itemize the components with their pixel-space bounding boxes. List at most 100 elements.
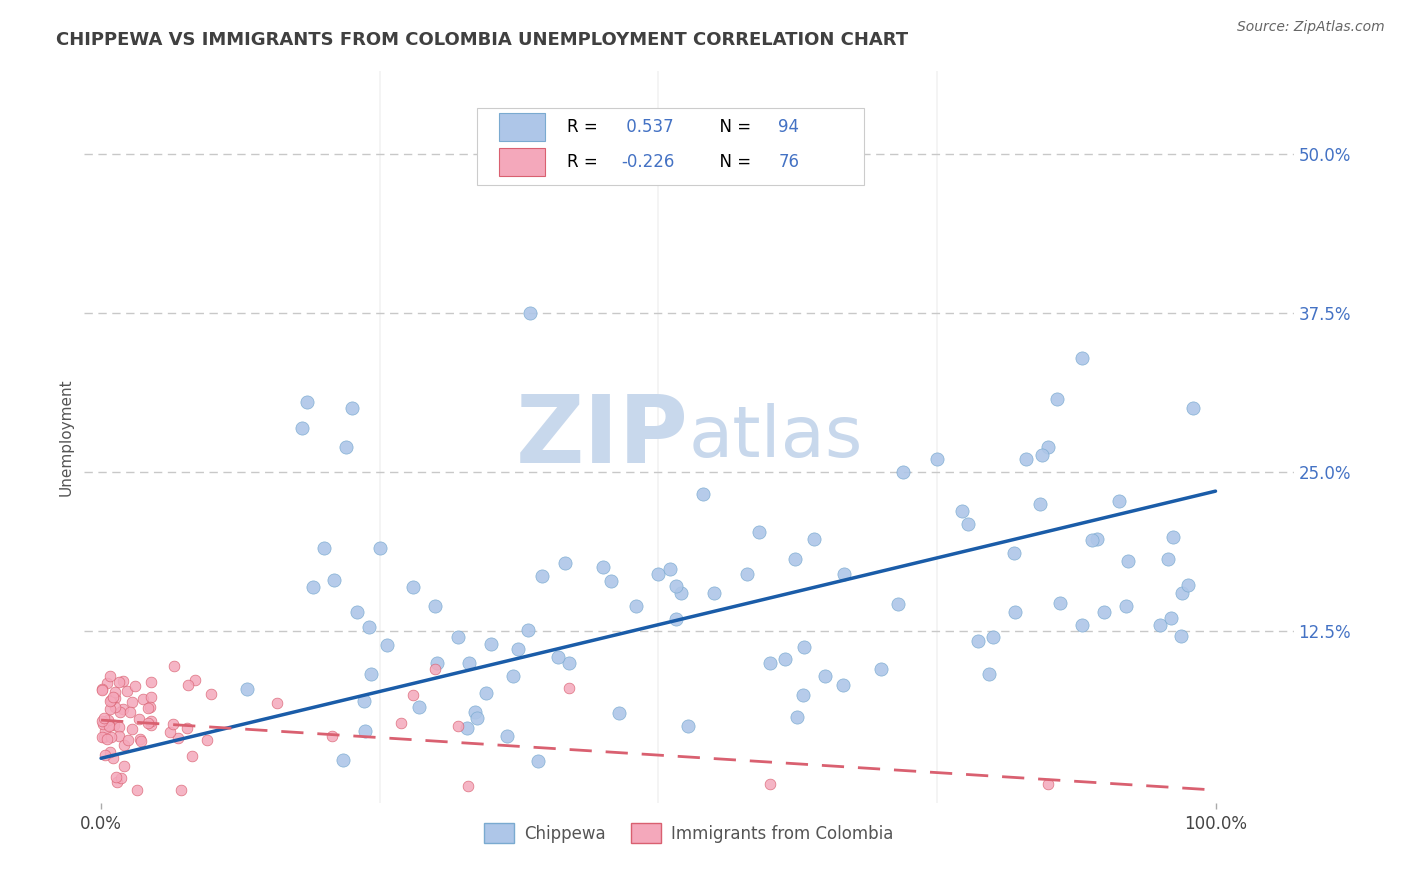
Point	[136, 716, 159, 731]
Point	[447, 719, 470, 733]
Point	[1015, 452, 1038, 467]
Point	[457, 656, 479, 670]
Point	[98, 702, 121, 716]
Point	[658, 562, 681, 576]
Point	[129, 732, 152, 747]
Point	[703, 586, 725, 600]
Point	[100, 730, 122, 744]
Text: CHIPPEWA VS IMMIGRANTS FROM COLOMBIA UNEMPLOYMENT CORRELATION CHART: CHIPPEWA VS IMMIGRANTS FROM COLOMBIA UNE…	[56, 31, 908, 49]
Text: N =: N =	[710, 118, 756, 136]
Point	[332, 753, 354, 767]
Point	[195, 733, 218, 747]
Point	[496, 729, 519, 743]
FancyBboxPatch shape	[478, 108, 865, 185]
Point	[93, 730, 115, 744]
Point	[375, 638, 398, 652]
Point	[368, 541, 391, 556]
Point	[981, 631, 1004, 645]
Point	[1038, 440, 1060, 454]
Point	[266, 696, 288, 710]
Point	[104, 700, 127, 714]
Point	[96, 731, 118, 746]
Point	[465, 711, 488, 725]
Point	[91, 714, 114, 728]
Legend: Chippewa, Immigrants from Colombia: Chippewa, Immigrants from Colombia	[478, 817, 900, 849]
Text: R =: R =	[567, 153, 603, 171]
Point	[354, 724, 377, 739]
Point	[107, 720, 129, 734]
Point	[457, 779, 479, 793]
Point	[1070, 617, 1092, 632]
Point	[1004, 605, 1026, 619]
Point	[176, 722, 198, 736]
Point	[1038, 777, 1060, 791]
Text: N =: N =	[710, 153, 756, 171]
Point	[96, 676, 118, 690]
Point	[98, 694, 121, 708]
Point	[402, 688, 425, 702]
Point	[200, 687, 222, 701]
Point	[893, 465, 915, 479]
Point	[170, 783, 193, 797]
Point	[607, 706, 630, 720]
Point	[517, 624, 540, 638]
Point	[592, 560, 614, 574]
Point	[112, 702, 135, 716]
Point	[340, 401, 363, 416]
Point	[456, 721, 478, 735]
Point	[558, 681, 581, 696]
Point	[408, 700, 430, 714]
Point	[1085, 532, 1108, 546]
Point	[97, 713, 120, 727]
Point	[360, 666, 382, 681]
Point	[814, 668, 837, 682]
Point	[97, 718, 120, 732]
Point	[1081, 533, 1104, 548]
Point	[120, 705, 142, 719]
Point	[1157, 552, 1180, 566]
Point	[297, 395, 319, 409]
Point	[758, 777, 780, 791]
Point	[108, 729, 131, 743]
Point	[479, 637, 502, 651]
Point	[141, 714, 163, 729]
Point	[101, 690, 124, 704]
Point	[181, 749, 204, 764]
Point	[783, 551, 806, 566]
Point	[335, 440, 357, 454]
Point	[665, 579, 688, 593]
Point	[104, 685, 127, 699]
Point	[1046, 392, 1069, 406]
Point	[103, 751, 125, 765]
Point	[94, 748, 117, 763]
Point	[1177, 577, 1199, 591]
Point	[91, 682, 114, 697]
Point	[886, 598, 908, 612]
Point	[1115, 599, 1137, 613]
Point	[425, 599, 447, 613]
Point	[600, 574, 623, 589]
Point	[502, 668, 524, 682]
Point	[464, 705, 486, 719]
Point	[647, 566, 669, 581]
Point	[91, 683, 114, 698]
Point	[1092, 605, 1115, 619]
Bar	[499, 148, 546, 176]
Point	[112, 759, 135, 773]
Point	[312, 541, 335, 556]
Point	[177, 678, 200, 692]
Point	[870, 662, 893, 676]
Point	[519, 306, 541, 320]
Text: ZIP: ZIP	[516, 391, 689, 483]
Point	[93, 716, 115, 731]
Point	[139, 690, 162, 705]
Point	[93, 711, 115, 725]
Point	[236, 681, 259, 696]
Point	[98, 745, 121, 759]
Point	[138, 701, 160, 715]
Point	[100, 693, 122, 707]
Point	[1116, 554, 1139, 568]
Point	[162, 717, 184, 731]
Point	[624, 599, 647, 613]
Point	[554, 556, 576, 570]
